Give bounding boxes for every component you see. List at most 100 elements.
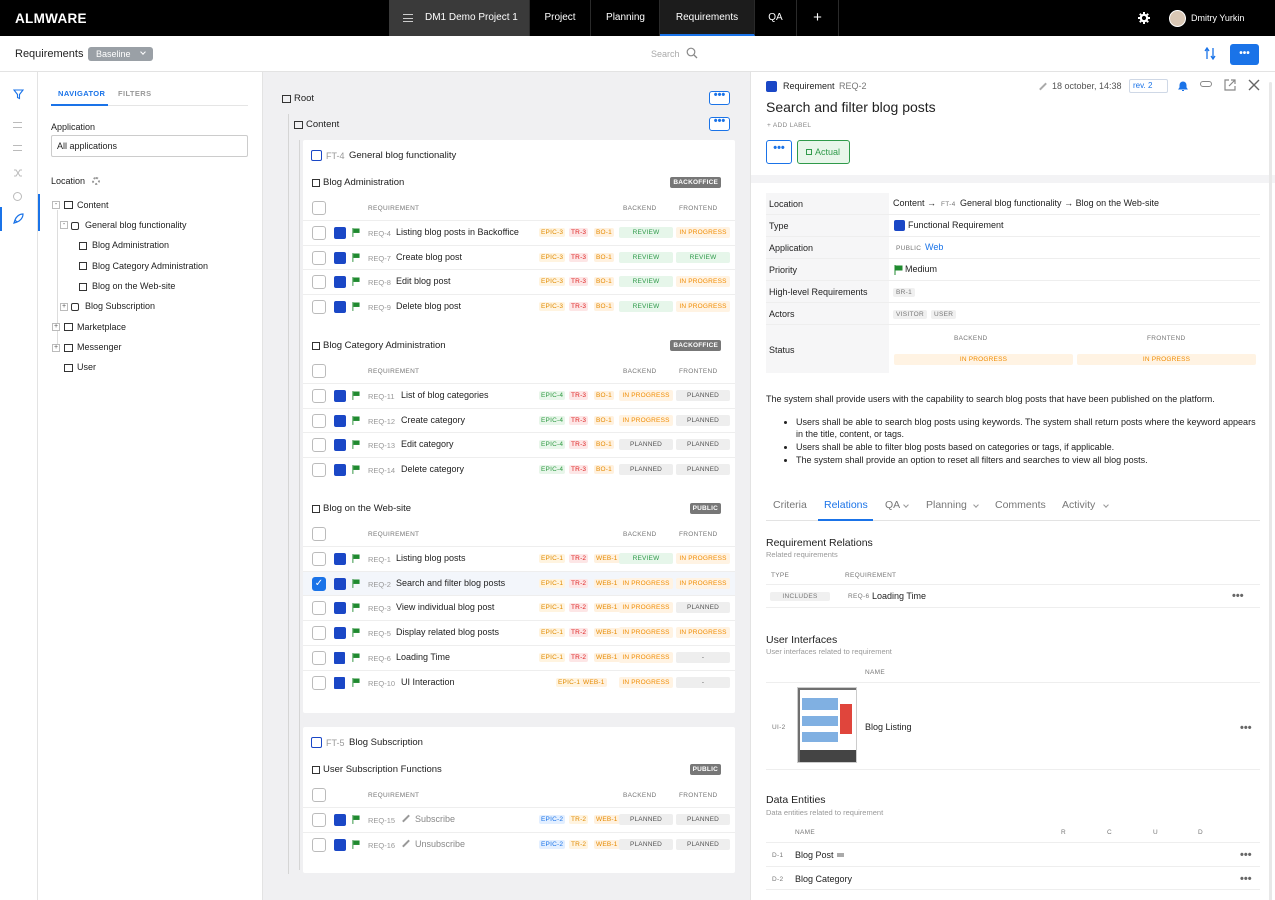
frontend-status[interactable]: IN PROGRESS: [676, 276, 730, 288]
more-actions-button[interactable]: •••: [1230, 44, 1259, 65]
requirement-row[interactable]: REQ-8 Edit blog post EPIC-3 TR-3 BO-1 REVIEW I…: [303, 269, 735, 293]
tree-item-user[interactable]: User: [77, 362, 97, 372]
requirement-name[interactable]: Listing blog posts in Backoffice: [396, 227, 519, 237]
tree-item-content[interactable]: Content: [77, 200, 109, 210]
requirement-name[interactable]: Delete category: [401, 464, 465, 475]
epic-tag[interactable]: EPIC-1: [539, 652, 566, 662]
requirement-name[interactable]: UI Interaction: [401, 676, 455, 687]
search-input[interactable]: Search: [651, 49, 680, 59]
requirement-row[interactable]: REQ-6 Loading Time EPIC-1 TR-2 WEB-1 IN PROGR…: [303, 644, 735, 669]
epic-tag[interactable]: EPIC-3: [539, 277, 566, 287]
tree-item-messenger[interactable]: Messenger: [77, 342, 122, 352]
requirement-name[interactable]: Delete blog post: [396, 301, 462, 312]
tr-tag[interactable]: TR-2: [569, 815, 589, 824]
tree-item-blog-admin[interactable]: Blog Administration: [92, 240, 170, 250]
requirement-name[interactable]: Loading Time: [396, 651, 451, 662]
link-icon[interactable]: [1200, 81, 1212, 87]
tree-item-blog-web[interactable]: Blog on the Web-site: [92, 281, 176, 291]
bo-tag[interactable]: BO-1: [594, 415, 614, 425]
epic-tag[interactable]: EPIC-1: [539, 554, 566, 563]
tree-item-marketplace[interactable]: Marketplace: [77, 322, 127, 332]
row-checkbox[interactable]: [312, 650, 326, 665]
tr-tag[interactable]: TR-3: [569, 302, 589, 312]
bo-tag[interactable]: WEB-1: [594, 815, 620, 824]
requirement-row[interactable]: REQ-5 Display related blog posts EPIC-1 TR-…: [303, 620, 735, 644]
expand-toggle[interactable]: +: [52, 344, 60, 352]
requirement-name[interactable]: Edit blog post: [396, 276, 451, 287]
group-name[interactable]: Blog Administration: [323, 177, 405, 188]
data-entity-name[interactable]: Blog Category: [795, 874, 853, 884]
frontend-status[interactable]: IN PROGRESS: [676, 627, 730, 639]
backend-status[interactable]: PLANNED: [619, 838, 673, 850]
list-icon[interactable]: [13, 145, 22, 151]
user-avatar[interactable]: [1169, 10, 1186, 27]
backend-status[interactable]: IN PROGRESS: [619, 390, 673, 401]
epic-tag[interactable]: EPIC-1: [539, 628, 566, 638]
bo-tag[interactable]: BO-1: [594, 391, 614, 400]
row-checkbox[interactable]: [312, 413, 326, 428]
tab-project[interactable]: Project: [530, 0, 591, 36]
tab-activity[interactable]: Activity: [1062, 499, 1096, 511]
tree-item-blog-subscription[interactable]: Blog Subscription: [85, 301, 156, 311]
backend-status[interactable]: REVIEW: [619, 227, 673, 238]
actual-status-button[interactable]: Actual: [797, 140, 850, 164]
requirement-name[interactable]: Create category: [401, 414, 466, 425]
frontend-status[interactable]: IN PROGRESS: [676, 227, 730, 238]
epic-tag[interactable]: EPIC-4: [539, 465, 566, 475]
frontend-status[interactable]: PLANNED: [676, 814, 730, 825]
select-all-checkbox[interactable]: [312, 527, 326, 541]
relation-row-menu[interactable]: •••: [1232, 590, 1244, 602]
sort-icon[interactable]: [1204, 47, 1216, 60]
data-entity-menu[interactable]: •••: [1240, 873, 1252, 885]
requirement-row[interactable]: REQ-4 Listing blog posts in Backoffice EPI…: [303, 220, 735, 244]
search-icon[interactable]: [686, 47, 698, 59]
backend-status[interactable]: PLANNED: [619, 464, 673, 476]
frontend-status[interactable]: PLANNED: [676, 838, 730, 850]
backend-status[interactable]: IN PROGRESS: [619, 414, 673, 426]
frontend-status[interactable]: REVIEW: [676, 251, 730, 263]
tr-tag[interactable]: TR-2: [569, 628, 589, 638]
requirement-name[interactable]: List of blog categories: [401, 390, 489, 400]
prop-hl-tag[interactable]: BR-1: [893, 288, 916, 297]
content-menu-button[interactable]: •••: [709, 116, 730, 131]
root-menu-button[interactable]: •••: [709, 90, 730, 105]
baseline-dropdown[interactable]: Baseline: [88, 47, 153, 61]
requirement-row[interactable]: REQ-7 Create blog post EPIC-3 TR-3 BO-1 REVIE…: [303, 244, 735, 269]
frontend-status[interactable]: -: [676, 676, 730, 688]
requirement-row[interactable]: REQ-14 Delete category EPIC-4 TR-3 BO-1 PLANN…: [303, 457, 735, 481]
requirement-name[interactable]: Search and filter blog posts: [396, 577, 506, 588]
collapse-toggle[interactable]: -: [60, 221, 68, 229]
row-checkbox[interactable]: [312, 463, 326, 478]
bo-tag[interactable]: WEB-1: [594, 628, 620, 638]
backend-status[interactable]: PLANNED: [619, 439, 673, 451]
bo-tag[interactable]: WEB-1: [594, 839, 620, 849]
tr-tag[interactable]: TR-3: [569, 277, 589, 287]
tr-tag[interactable]: TR-2: [569, 603, 589, 613]
collapse-toggle[interactable]: -: [52, 201, 60, 209]
frontend-status[interactable]: IN PROGRESS: [676, 553, 730, 564]
tr-tag[interactable]: TR-2: [569, 578, 589, 588]
data-entity-name[interactable]: Blog Post: [795, 850, 834, 860]
tr-tag[interactable]: TR-3: [569, 415, 589, 425]
epic-tag[interactable]: EPIC-4: [539, 391, 566, 400]
ui-name[interactable]: Blog Listing: [865, 722, 912, 732]
group-name[interactable]: Blog on the Web-site: [323, 503, 412, 514]
backend-status[interactable]: IN PROGRESS: [619, 577, 673, 589]
requirement-row[interactable]: REQ-15 Subscribe EPIC-2 TR-2 WEB-1 PLANNED PLA…: [303, 807, 735, 831]
backend-status[interactable]: REVIEW: [619, 301, 673, 313]
tab-requirements[interactable]: Requirements: [660, 0, 755, 36]
user-name[interactable]: Dmitry Yurkin: [1191, 13, 1245, 23]
backend-status[interactable]: REVIEW: [619, 251, 673, 263]
frontend-status[interactable]: PLANNED: [676, 390, 730, 401]
backend-status[interactable]: IN PROGRESS: [619, 627, 673, 639]
requirement-name[interactable]: Listing blog posts: [396, 553, 466, 563]
row-checkbox[interactable]: [312, 675, 326, 690]
frontend-status[interactable]: PLANNED: [676, 439, 730, 451]
epic-tag[interactable]: EPIC-2: [539, 815, 566, 824]
prop-app[interactable]: Web: [925, 242, 944, 252]
tr-tag[interactable]: TR-2: [569, 554, 589, 563]
backend-status[interactable]: REVIEW: [619, 276, 673, 288]
tree-item-blog-category[interactable]: Blog Category Administration: [92, 261, 209, 271]
requirement-name[interactable]: View individual blog post: [396, 602, 495, 613]
tr-tag[interactable]: TR-2: [569, 652, 589, 662]
